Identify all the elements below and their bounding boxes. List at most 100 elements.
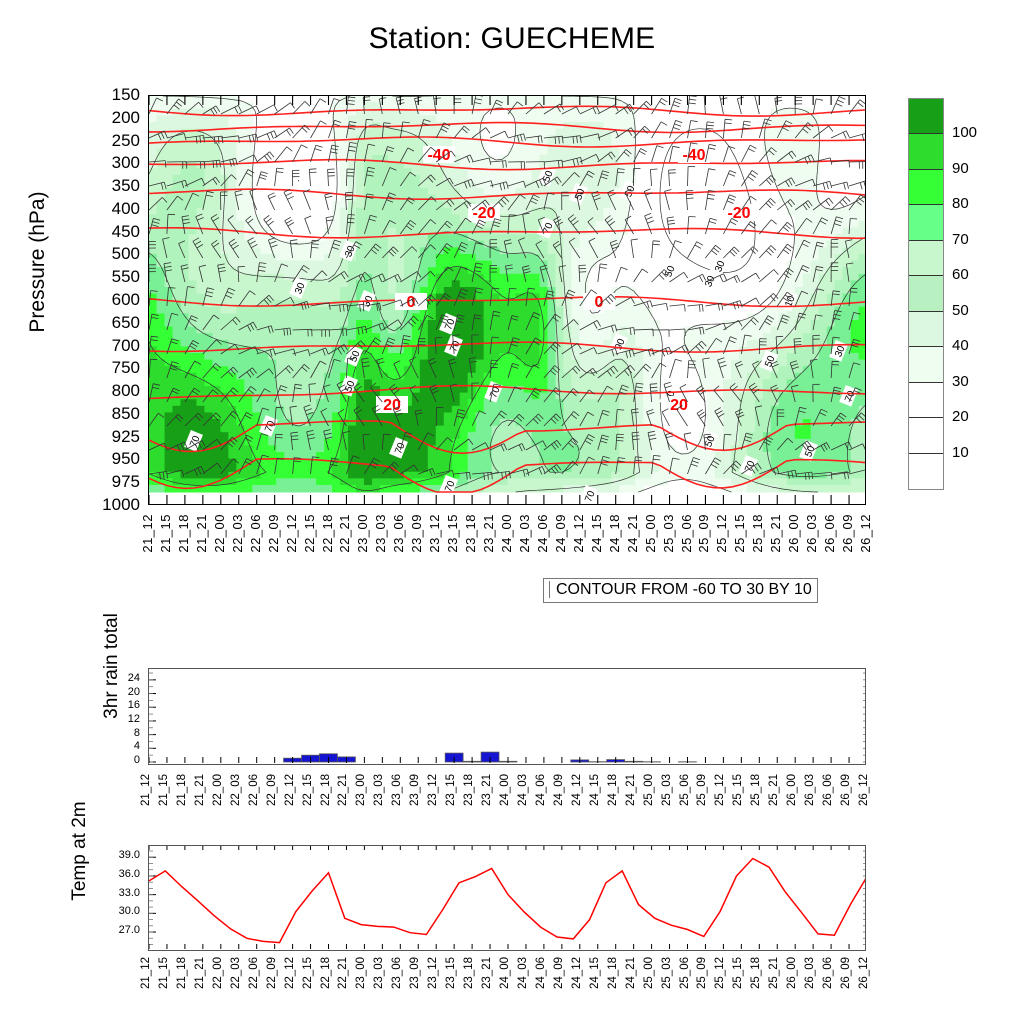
x-tick-label: 26_06 [822, 957, 835, 989]
main-y-tick: 450 [111, 221, 140, 241]
x-tick-label: 22_06 [247, 957, 260, 989]
x-tick-label: 22_03 [229, 514, 245, 553]
temperature-contour-label: 20 [663, 396, 695, 414]
x-tick-label: 23_21 [481, 957, 494, 989]
x-tick-label: 22_00 [211, 957, 224, 989]
rain-x-tick-labels: 21_12 21_15 21_18 21_21 22_00 22_03 22_06 22_09… [140, 772, 870, 834]
rain-y-tick: 24 [127, 671, 140, 684]
x-tick-label: 23_00 [355, 774, 368, 806]
temperature-contour-label: 20 [376, 396, 408, 414]
x-tick-label: 24_09 [552, 774, 565, 806]
x-tick-label: 24_00 [499, 957, 511, 989]
x-tick-label: 25_03 [660, 514, 676, 553]
x-tick-label: 22_12 [283, 514, 299, 553]
x-tick-label: 22_18 [319, 957, 332, 989]
temperature-plot[interactable] [148, 845, 866, 951]
x-tick-label: 21_12 [140, 774, 152, 806]
colorbar-tick: 70 [952, 230, 969, 248]
humidity-cross-section-plot[interactable]: 3050705030303070507050503010307070907070… [148, 95, 866, 505]
x-tick-label: 25_15 [732, 774, 745, 806]
temperature-contour-label: 0 [583, 293, 615, 311]
x-tick-label: 22_09 [265, 957, 278, 989]
colorbar-tick: 100 [952, 124, 978, 142]
x-tick-label: 23_12 [427, 774, 440, 806]
colorbar-cell [909, 134, 943, 170]
colorbar-tick: 30 [952, 372, 969, 390]
main-y-tick: 850 [111, 403, 140, 423]
colorbar-tick: 60 [952, 266, 969, 284]
x-tick-label: 24_18 [606, 957, 619, 989]
main-y-tick: 950 [111, 449, 140, 469]
x-tick-label: 21_15 [157, 957, 170, 989]
rain-y-tick: 12 [127, 712, 140, 725]
contour-note: CONTOUR FROM -60 TO 30 BY 10 [543, 578, 818, 603]
x-tick-label: 24_03 [516, 514, 532, 553]
x-tick-label: 23_09 [409, 774, 422, 806]
cross-section-canvas: 3050705030303070507050503010307070907070… [149, 96, 865, 504]
main-y-tick: 500 [111, 244, 140, 264]
rain-total-plot[interactable] [148, 668, 866, 765]
rain-y-tick: 20 [127, 685, 140, 698]
x-tick-label: 24_15 [588, 774, 601, 806]
x-tick-label: 22_15 [301, 957, 314, 989]
x-tick-label: 26_09 [840, 957, 853, 989]
x-tick-label: 23_18 [463, 514, 479, 553]
x-tick-label: 21_12 [140, 957, 152, 989]
x-tick-label: 25_03 [660, 774, 673, 806]
x-tick-label: 26_12 [858, 774, 870, 806]
x-tick-label: 25_12 [714, 774, 727, 806]
x-tick-label: 25_18 [750, 774, 763, 806]
temp-y-axis-label: Temp at 2m [69, 801, 90, 901]
x-tick-label: 24_21 [624, 774, 637, 806]
main-y-tick: 925 [111, 426, 140, 446]
x-tick-label: 23_15 [445, 514, 461, 553]
x-tick-label: 25_09 [696, 774, 709, 806]
x-tick-label: 21_21 [193, 957, 206, 989]
x-tick-label: 22_00 [211, 774, 224, 806]
x-tick-label: 25_00 [642, 514, 658, 553]
colorbar-cell [909, 240, 943, 277]
x-tick-label: 23_09 [409, 957, 422, 989]
x-tick-label: 25_15 [732, 957, 745, 989]
x-tick-label: 21_21 [193, 514, 209, 553]
x-tick-label: 22_18 [319, 514, 335, 553]
temp-y-tick: 27.0 [118, 924, 140, 937]
x-tick-label: 21_21 [193, 774, 206, 806]
x-tick-label: 26_03 [804, 957, 817, 989]
x-tick-label: 23_12 [427, 514, 443, 553]
x-tick-label: 26_00 [786, 774, 799, 806]
x-tick-label: 22_18 [319, 774, 332, 806]
temperature-contour-label: -20 [468, 204, 500, 222]
contour-note-text: CONTOUR FROM -60 TO 30 BY 10 [549, 581, 812, 598]
x-tick-label: 26_09 [840, 514, 856, 553]
colorbar-cell [909, 311, 943, 348]
rain-bars-canvas [149, 672, 865, 763]
x-tick-label: 23_09 [409, 514, 425, 553]
x-tick-label: 21_12 [140, 514, 155, 553]
x-tick-label: 24_00 [499, 514, 514, 553]
rain-y-tick: 16 [127, 699, 140, 712]
x-tick-label: 22_03 [229, 957, 242, 989]
x-tick-label: 23_15 [445, 774, 458, 806]
temperature-contour-label: -40 [423, 146, 455, 164]
colorbar-cell [909, 453, 943, 489]
main-y-tick: 300 [111, 153, 140, 173]
colorbar-tick: 40 [952, 337, 969, 355]
x-tick-label: 25_00 [642, 957, 655, 989]
x-tick-label: 23_21 [481, 774, 494, 806]
x-tick-label: 22_06 [247, 514, 263, 553]
main-y-tick: 200 [111, 107, 140, 127]
x-tick-label: 22_12 [283, 774, 296, 806]
main-y-tick: 250 [111, 130, 140, 150]
humidity-shading [149, 96, 865, 493]
colorbar-cell [909, 205, 943, 241]
temperature-contours [149, 105, 865, 493]
main-y-tick-labels: 150 200 250 300 350 400 450 500 550 600 650 700 750 8… [78, 86, 140, 513]
x-tick-label: 24_03 [516, 774, 529, 806]
x-tick-label: 21_18 [175, 957, 188, 989]
x-tick-label: 26_12 [858, 514, 873, 553]
main-y-tick: 150 [111, 85, 140, 104]
main-y-tick: 550 [111, 267, 140, 287]
x-tick-label: 23_03 [373, 774, 386, 806]
x-tick-label: 22_00 [211, 514, 227, 553]
